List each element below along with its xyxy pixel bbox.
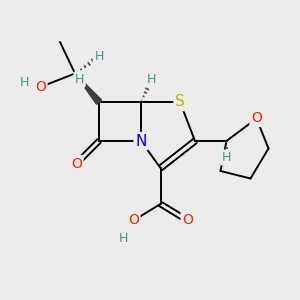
Text: O: O bbox=[128, 214, 139, 227]
Text: S: S bbox=[175, 94, 185, 110]
Polygon shape bbox=[75, 74, 101, 104]
Text: H: H bbox=[147, 73, 156, 86]
Text: H: H bbox=[19, 76, 29, 89]
Text: H: H bbox=[222, 151, 231, 164]
Text: H: H bbox=[118, 232, 128, 245]
Text: O: O bbox=[35, 80, 46, 94]
Text: O: O bbox=[71, 157, 82, 170]
Text: O: O bbox=[182, 214, 193, 227]
Text: H: H bbox=[94, 50, 104, 64]
Text: N: N bbox=[135, 134, 147, 148]
Polygon shape bbox=[80, 80, 101, 104]
Text: H: H bbox=[75, 73, 84, 86]
Text: O: O bbox=[251, 112, 262, 125]
